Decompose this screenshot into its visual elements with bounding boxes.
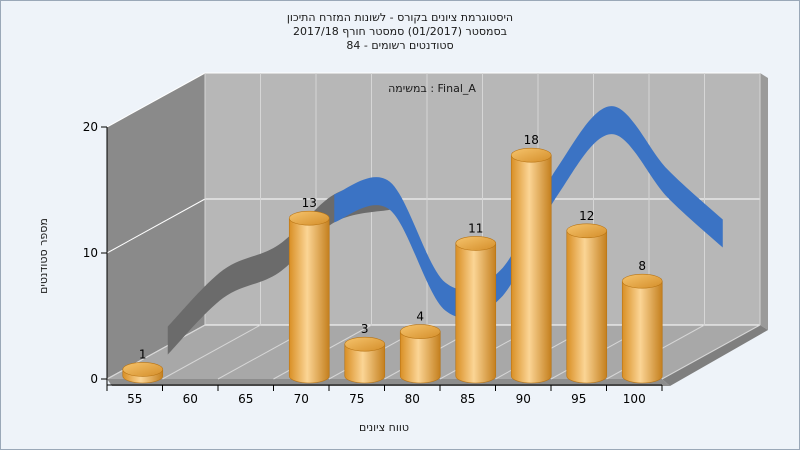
bar-cap-95 xyxy=(566,223,608,239)
x-tick-label-100: 100 xyxy=(623,392,646,406)
bar-cap-70 xyxy=(288,210,330,226)
chart-title-line-2: בסמסטר (01/2017) סמסטר חורף 2017/18 xyxy=(293,25,507,38)
bar-cap-75 xyxy=(344,336,386,352)
trend-ribbon-back xyxy=(167,181,390,355)
data-label-90: 18 xyxy=(524,133,539,147)
bar-80: 4 xyxy=(399,310,441,384)
bar-body-85 xyxy=(455,243,497,384)
x-tick-label-85: 85 xyxy=(460,392,475,406)
floor-right-edge xyxy=(662,325,768,386)
bar-cap-85 xyxy=(455,236,497,251)
bar-body-75 xyxy=(344,343,386,384)
data-label-85: 11 xyxy=(468,221,483,235)
gridline-side-1 xyxy=(106,198,206,254)
bar-body-100 xyxy=(621,280,663,384)
bar-90: 18 xyxy=(510,133,552,384)
bar-body-95 xyxy=(566,230,608,384)
trend-ribbon xyxy=(167,106,723,355)
x-tick-label-65: 65 xyxy=(238,392,253,406)
axes: 0 10 20 55 60 65 70 75 80 85 90 95 100 xyxy=(83,120,663,406)
y-axis-title: מספר סטודנטים xyxy=(37,218,50,294)
bar-cap-80 xyxy=(399,324,441,339)
data-label-75: 3 xyxy=(361,322,369,336)
right-wall-edge xyxy=(760,73,768,330)
x-tick-label-55: 55 xyxy=(127,392,142,406)
bar-100: 8 xyxy=(621,259,663,384)
x-tick-label-70: 70 xyxy=(294,392,309,406)
chart-title-line-3: סטודנטים רשומים - 84 xyxy=(346,39,453,52)
bar-55: 1 xyxy=(122,347,164,384)
data-label-55: 1 xyxy=(139,347,147,361)
bar-70: 13 xyxy=(288,196,330,384)
chart-title-line-1: היסטוגרמת ציונים בקורס - לשונות המזרח הת… xyxy=(287,11,513,24)
bars: 1 13 3 4 11 18 12 8 xyxy=(122,133,663,384)
bar-cap-55 xyxy=(122,362,164,377)
x-axis-title: טווח ציונים xyxy=(359,421,409,434)
x-tick-label-90: 90 xyxy=(516,392,531,406)
bar-body-70 xyxy=(288,217,330,384)
x-tick-label-75: 75 xyxy=(349,392,364,406)
bar-85: 11 xyxy=(455,221,497,384)
data-label-70: 13 xyxy=(302,196,317,210)
x-tick-label-60: 60 xyxy=(183,392,198,406)
trend-ribbon-front xyxy=(334,106,723,319)
y-tick-label-2: 20 xyxy=(83,120,98,134)
x-tick-label-95: 95 xyxy=(571,392,586,406)
y-tick-label-1: 10 xyxy=(83,246,98,260)
bar-95: 12 xyxy=(566,209,608,384)
chart-subtitle: במשימה : Final_A xyxy=(388,82,476,95)
data-label-100: 8 xyxy=(638,259,646,273)
gridline-side-2 xyxy=(106,72,206,128)
x-tick-label-80: 80 xyxy=(405,392,420,406)
gridline-floor-1 xyxy=(162,324,261,380)
bar-body-90 xyxy=(510,154,552,384)
y-tick-label-0: 0 xyxy=(90,372,98,386)
bar-cap-90 xyxy=(510,147,552,163)
bar-body-80 xyxy=(399,331,441,384)
data-label-80: 4 xyxy=(416,310,424,324)
bar-75: 3 xyxy=(344,322,386,384)
data-label-95: 12 xyxy=(579,209,594,223)
bar-cap-100 xyxy=(621,273,663,289)
gridline-floor-10 xyxy=(661,324,761,380)
